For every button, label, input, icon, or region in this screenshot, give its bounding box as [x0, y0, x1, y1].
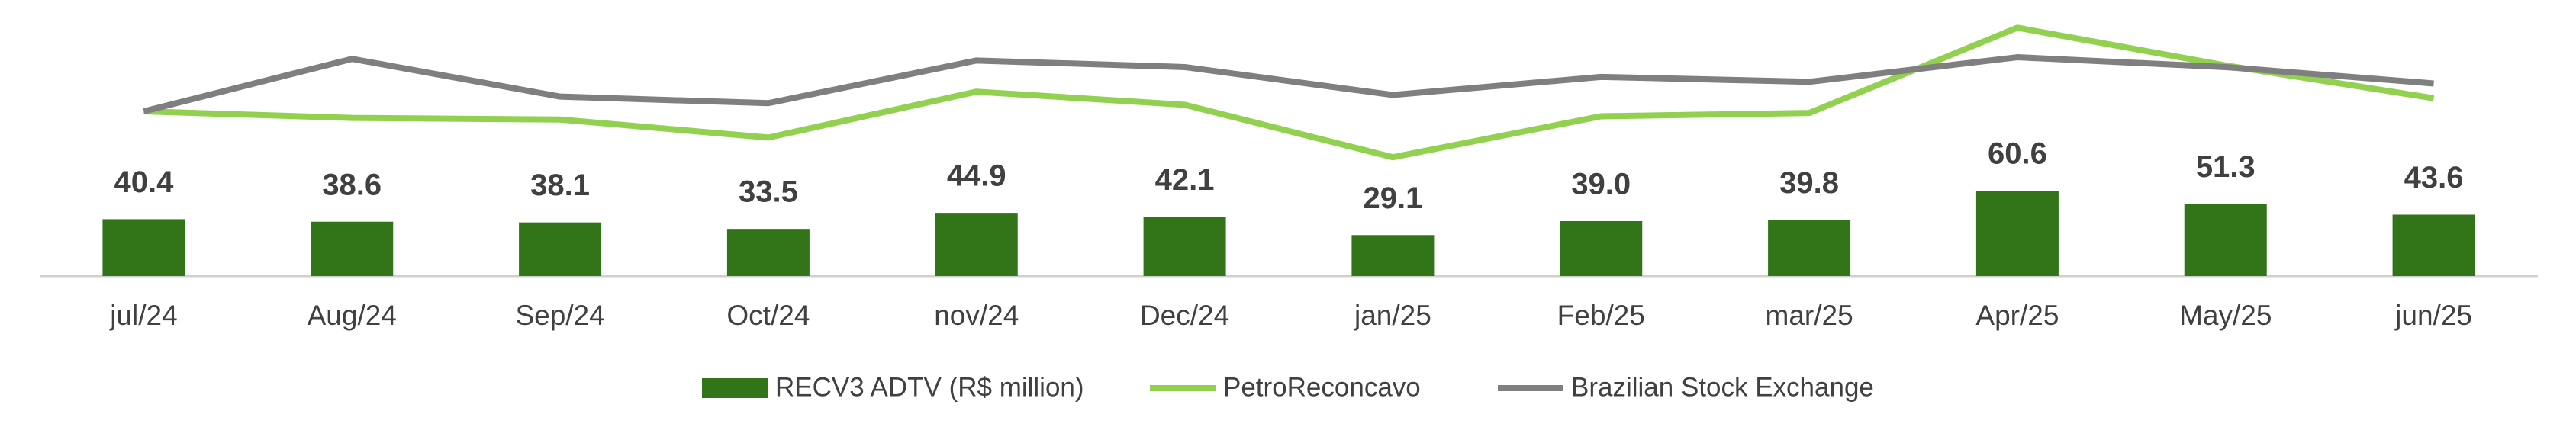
bar [519, 222, 602, 276]
value-label: 33.5 [739, 175, 798, 209]
value-label: 51.3 [2196, 150, 2256, 184]
x-tick-label: nov/24 [934, 300, 1019, 331]
bar [1768, 220, 1851, 276]
legend-label: RECV3 ADTV (R$ million) [775, 372, 1084, 402]
legend-label: Brazilian Stock Exchange [1571, 372, 1874, 402]
x-tick-label: jul/24 [109, 300, 177, 331]
bar [311, 221, 394, 276]
value-label: 60.6 [1988, 137, 2047, 171]
legend-swatch [702, 378, 768, 398]
x-tick-label: Feb/25 [1557, 300, 1645, 331]
bar [2184, 204, 2267, 276]
x-tick-label: May/25 [2179, 300, 2272, 331]
bar [102, 219, 185, 276]
value-label: 42.1 [1155, 163, 1215, 197]
bar [2392, 214, 2475, 276]
x-tick-label: mar/25 [1766, 300, 1853, 331]
value-label: 40.4 [114, 165, 174, 199]
x-tick-label: Dec/24 [1140, 300, 1229, 331]
bar [726, 229, 810, 276]
bar [935, 213, 1018, 276]
x-tick-label: Oct/24 [726, 300, 810, 331]
bar [1143, 217, 1226, 276]
x-tick-label: Sep/24 [515, 300, 604, 331]
line [143, 54, 2434, 114]
legend-label: PetroReconcavo [1223, 372, 1421, 402]
bar [1975, 191, 2059, 276]
value-label: 39.8 [1779, 166, 1839, 200]
line [143, 24, 2435, 161]
value-label: 38.1 [530, 169, 590, 202]
bar [1560, 221, 1643, 276]
x-tick-label: jan/25 [1354, 300, 1431, 331]
value-label: 29.1 [1363, 181, 1422, 215]
bar [1351, 235, 1435, 276]
value-label: 39.0 [1571, 168, 1631, 201]
x-tick-label: jun/25 [2394, 300, 2472, 331]
value-label: 38.6 [322, 168, 382, 201]
x-tick-label: Apr/25 [1975, 300, 2059, 331]
value-label: 44.9 [947, 159, 1006, 193]
x-tick-label: Aug/24 [308, 300, 397, 331]
value-label: 43.6 [2404, 161, 2464, 194]
